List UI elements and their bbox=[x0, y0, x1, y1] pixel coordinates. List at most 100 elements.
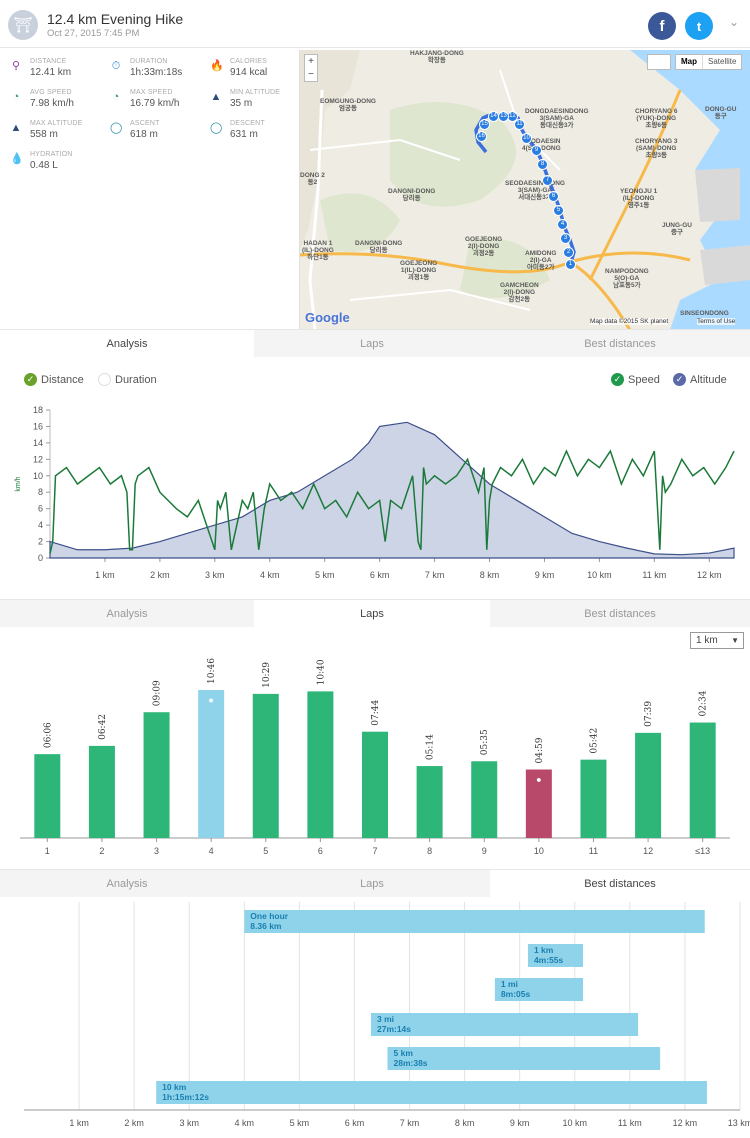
map-place-label: SINSEONDONG bbox=[680, 310, 729, 317]
zoom-in-button[interactable]: + bbox=[308, 56, 314, 67]
route-icon: ⚲ bbox=[11, 60, 21, 72]
lap-time-label: 05:35 bbox=[480, 729, 490, 755]
google-logo: Google bbox=[305, 310, 350, 325]
legend-duration[interactable]: Duration bbox=[98, 373, 157, 386]
stat-label: DURATION bbox=[130, 58, 168, 65]
map-place-label: HADAN 1 (IL)-DONG 하단1동 bbox=[302, 240, 334, 261]
best-distance-value: 8.36 km bbox=[250, 921, 282, 931]
fullscreen-button[interactable] bbox=[647, 54, 671, 70]
map-place-label: DANGNI-DONG 당리동 bbox=[355, 240, 403, 254]
map-view-button[interactable]: Map bbox=[681, 57, 697, 66]
zoom-control: + − bbox=[304, 54, 318, 82]
lap-number-label: 10 bbox=[534, 846, 544, 856]
map-place-label: SEODAESIN-DONG 3(SAM)-GA 서대신동3가 bbox=[505, 180, 565, 201]
tab-laps[interactable]: Laps bbox=[360, 878, 384, 890]
map-place-label: GAMCHEON 2(I)-DONG 감천2동 bbox=[500, 282, 539, 303]
stat-label: AVG SPEED bbox=[30, 89, 72, 96]
legend-distance[interactable]: ✓ Distance bbox=[24, 373, 84, 386]
best-distance-name: 5 km bbox=[394, 1048, 414, 1058]
x-tick-label: 11 km bbox=[618, 1118, 642, 1128]
map-copyright: Map data ©2015 SK planet bbox=[590, 318, 669, 325]
checked-icon: ✓ bbox=[24, 373, 37, 386]
tab-laps[interactable]: Laps bbox=[360, 338, 384, 350]
route-marker[interactable]: 10 bbox=[521, 133, 532, 144]
route-map[interactable]: HAKJANG-DONG 학장동 EOMGUNG-DONG 엄궁동 DONGDAES… bbox=[299, 50, 750, 330]
legend-speed[interactable]: ✓ Speed bbox=[611, 373, 660, 386]
lap-bar bbox=[689, 722, 716, 838]
best-distance-bar bbox=[370, 1013, 639, 1036]
zoom-out-button[interactable]: − bbox=[308, 69, 314, 80]
y-tick-label: 10 bbox=[33, 471, 43, 481]
route-marker[interactable]: 15 bbox=[479, 119, 490, 130]
route-marker[interactable]: 8 bbox=[537, 159, 548, 170]
x-tick-label: 9 km bbox=[510, 1118, 530, 1128]
x-tick-label: 5 km bbox=[290, 1118, 310, 1128]
stopwatch-icon: ⏱ bbox=[111, 60, 121, 72]
lap-number-label: 4 bbox=[209, 846, 214, 856]
tab-analysis[interactable]: Analysis bbox=[106, 608, 148, 620]
terms-link[interactable]: Terms of Use bbox=[697, 318, 736, 325]
best-distance-name: 1 km bbox=[534, 945, 554, 955]
facebook-icon: f bbox=[659, 17, 665, 35]
chevron-down-icon[interactable]: ⌄ bbox=[729, 15, 740, 29]
map-place-label: AMIDONG 2(I)-GA 아미동2가 bbox=[525, 250, 557, 271]
map-canvas bbox=[300, 50, 750, 330]
route-marker[interactable]: 7 bbox=[542, 175, 553, 186]
tab-best-distances[interactable]: Best distances bbox=[490, 870, 750, 898]
route-marker[interactable]: 4 bbox=[557, 219, 568, 230]
y-tick-label: 16 bbox=[33, 421, 43, 431]
best-distance-value: 8m:05s bbox=[501, 989, 531, 999]
lap-time-label: 10:46 bbox=[207, 658, 217, 684]
compass-icon: ◯ bbox=[110, 122, 123, 134]
lap-distance-select[interactable]: 1 km ▼ bbox=[690, 632, 744, 649]
x-tick-label: 2 km bbox=[150, 570, 170, 580]
facebook-share-button[interactable]: f bbox=[648, 12, 676, 40]
route-marker[interactable]: 11 bbox=[514, 119, 525, 130]
lap-time-label: 09:09 bbox=[153, 680, 163, 706]
altitude-series-area bbox=[49, 421, 735, 559]
x-tick-label: 8 km bbox=[455, 1118, 475, 1128]
y-tick-label: 12 bbox=[33, 454, 43, 464]
route-marker[interactable]: 3 bbox=[560, 233, 571, 244]
route-marker[interactable]: 6 bbox=[548, 191, 559, 202]
stat-value: 12.41 km bbox=[30, 67, 72, 78]
x-tick-label: 3 km bbox=[205, 570, 225, 580]
drops-icon: 💧 bbox=[10, 153, 24, 165]
route-marker[interactable]: 16 bbox=[476, 131, 487, 142]
lap-bar bbox=[198, 690, 225, 838]
lap-bar bbox=[143, 712, 170, 838]
lap-number-label: ≤13 bbox=[695, 846, 710, 856]
legend-altitude[interactable]: ✓ Altitude bbox=[673, 373, 727, 386]
route-marker[interactable]: 1 bbox=[565, 259, 576, 270]
tab-analysis[interactable]: Analysis bbox=[106, 878, 148, 890]
tab-analysis[interactable]: Analysis bbox=[0, 330, 254, 358]
route-marker[interactable]: 2 bbox=[563, 247, 574, 258]
route-marker[interactable]: 9 bbox=[531, 145, 542, 156]
stats-panel: ⚲ DISTANCE 12.41 km ⏱ DURATION 1h:33m:18s 🔥 CAL… bbox=[0, 50, 298, 330]
activity-header: ⛩ 12.4 km Evening Hike Oct 27, 2015 7:45… bbox=[0, 0, 750, 48]
tab-laps[interactable]: Laps bbox=[254, 600, 490, 628]
satellite-view-button[interactable]: Satellite bbox=[702, 55, 741, 69]
stat-value: 7.98 km/h bbox=[30, 98, 74, 109]
stat-label: DISTANCE bbox=[30, 58, 67, 65]
stat-label: DESCENT bbox=[230, 120, 265, 127]
best-distance-name: 3 mi bbox=[377, 1014, 394, 1024]
compass-icon: ◯ bbox=[210, 122, 223, 134]
route-marker[interactable]: 5 bbox=[553, 205, 564, 216]
stat-value: 558 m bbox=[30, 129, 58, 140]
stat-label: MIN ALTITUDE bbox=[230, 89, 281, 96]
twitter-icon: t bbox=[696, 18, 702, 34]
best-distance-bar bbox=[156, 1081, 707, 1104]
best-distance-name: 1 mi bbox=[501, 979, 518, 989]
stat-label: MAX SPEED bbox=[130, 89, 173, 96]
twitter-share-button[interactable]: t bbox=[685, 12, 713, 40]
map-place-label: DONG 2 동2 bbox=[300, 172, 325, 186]
x-tick-label: 1 km bbox=[95, 570, 115, 580]
best-distance-bar bbox=[387, 1047, 661, 1070]
route-marker[interactable]: 14 bbox=[488, 111, 499, 122]
tab-best-distances[interactable]: Best distances bbox=[584, 608, 656, 620]
lap-bar bbox=[525, 769, 552, 838]
best-distance-bar bbox=[494, 978, 584, 1001]
route-marker[interactable]: 13 bbox=[498, 111, 509, 122]
tab-best-distances[interactable]: Best distances bbox=[584, 338, 656, 350]
